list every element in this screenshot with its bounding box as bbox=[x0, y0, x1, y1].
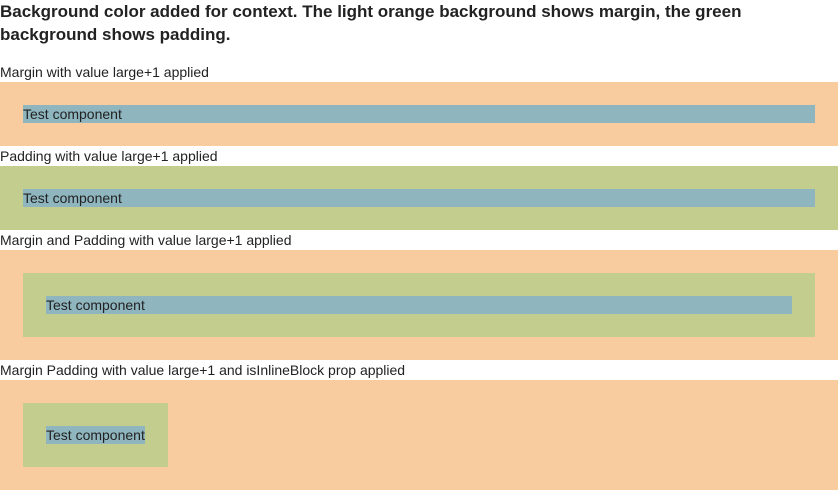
padding-example-padding-area: Test component bbox=[0, 166, 838, 230]
inline-block-example-label: Margin Padding with value large+1 and is… bbox=[0, 362, 406, 378]
inline-block-example-padding-area: Test component bbox=[23, 403, 168, 467]
inline-block-example-test-component: Test component bbox=[46, 426, 145, 444]
padding-example-test-component: Test component bbox=[23, 189, 815, 207]
padding-example-label: Padding with value large+1 applied bbox=[0, 148, 218, 164]
margin-padding-example-padding-area: Test component bbox=[23, 273, 815, 337]
margin-example-label: Margin with value large+1 applied bbox=[0, 64, 209, 80]
intro-text: Background color added for context. The … bbox=[0, 2, 742, 44]
margin-padding-example-test-component: Test component bbox=[46, 296, 792, 314]
margin-padding-example-label: Margin and Padding with value large+1 ap… bbox=[0, 232, 292, 248]
margin-example-margin-area: Test component bbox=[0, 82, 838, 146]
margin-padding-example-margin-area: Test component bbox=[0, 250, 838, 360]
inline-block-example-margin-area: Test component bbox=[0, 380, 838, 490]
margin-example-test-component: Test component bbox=[23, 105, 815, 123]
